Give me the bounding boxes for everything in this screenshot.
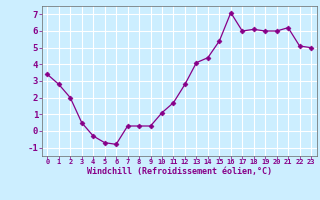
X-axis label: Windchill (Refroidissement éolien,°C): Windchill (Refroidissement éolien,°C) xyxy=(87,167,272,176)
